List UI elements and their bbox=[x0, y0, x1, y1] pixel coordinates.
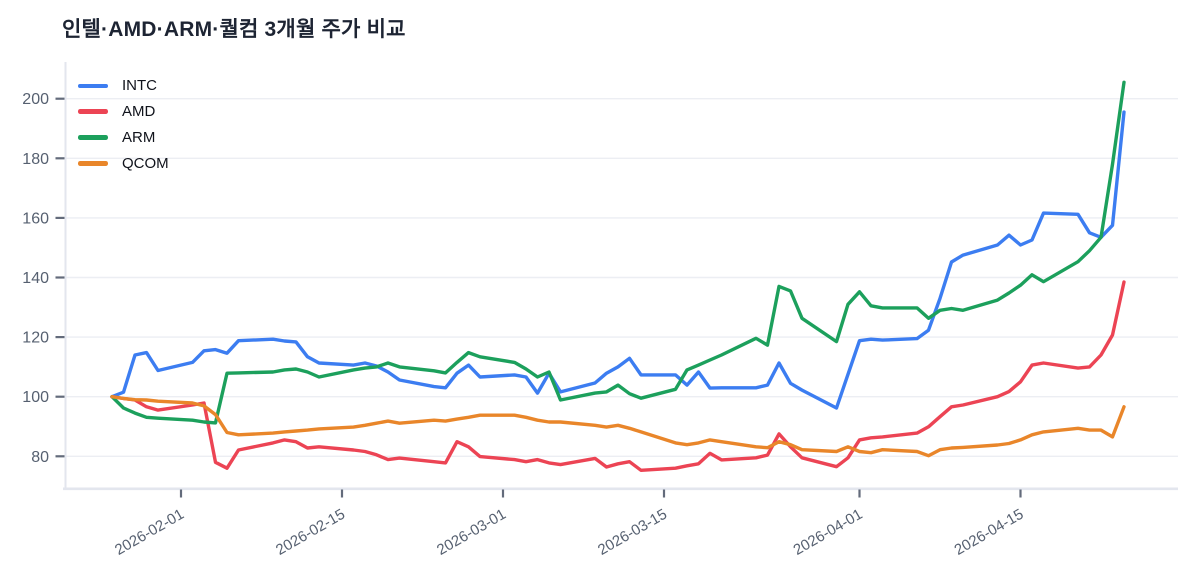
y-tick-label: 80 bbox=[31, 449, 49, 466]
gridlines bbox=[66, 97, 1178, 457]
line-amd bbox=[110, 280, 1126, 472]
axis-spines bbox=[63, 62, 1178, 491]
y-tick-label: 100 bbox=[22, 389, 49, 406]
legend-swatch bbox=[78, 160, 108, 166]
legend-item-qcom: QCOM bbox=[78, 150, 169, 176]
y-tick-label: 200 bbox=[22, 91, 49, 108]
x-tick-label: 2026-03-15 bbox=[595, 506, 670, 559]
legend-label: INTC bbox=[122, 77, 157, 95]
legend-label: AMD bbox=[122, 103, 156, 121]
legend-swatch bbox=[78, 83, 108, 89]
legend-swatch bbox=[78, 109, 108, 114]
y-tick-label: 160 bbox=[22, 210, 49, 227]
legend-label: QCOM bbox=[122, 154, 169, 172]
y-tick-label: 140 bbox=[22, 270, 49, 287]
x-axis: 2026-02-01 2026-02-15 2026-03-01 2026-03-15… bbox=[112, 489, 1027, 559]
line-intc bbox=[110, 110, 1126, 410]
legend-label: ARM bbox=[122, 128, 156, 146]
series-lines bbox=[110, 80, 1126, 472]
y-axis: 80 100 120 140 160 180 200 bbox=[22, 91, 65, 466]
y-tick-label: 180 bbox=[22, 151, 49, 168]
legend-item-intc: INTC bbox=[78, 73, 169, 99]
x-tick-label: 2026-04-01 bbox=[791, 506, 866, 559]
line-arm bbox=[110, 80, 1126, 425]
x-tick-label: 2026-04-15 bbox=[952, 506, 1027, 559]
x-tick-label: 2026-02-01 bbox=[112, 506, 187, 559]
legend-item-arm: ARM bbox=[78, 125, 169, 151]
chart-title: 인텔·AMD·ARM·퀄컴 3개월 주가 비교 bbox=[62, 18, 406, 41]
legend-item-amd: AMD bbox=[78, 99, 169, 125]
y-tick-label: 120 bbox=[22, 330, 49, 347]
chart-legend: INTC AMD ARM QCOM bbox=[78, 73, 169, 176]
legend-swatch bbox=[78, 135, 108, 140]
x-tick-label: 2026-03-01 bbox=[434, 506, 509, 559]
line-qcom bbox=[110, 395, 1126, 458]
x-tick-label: 2026-02-15 bbox=[273, 506, 348, 559]
